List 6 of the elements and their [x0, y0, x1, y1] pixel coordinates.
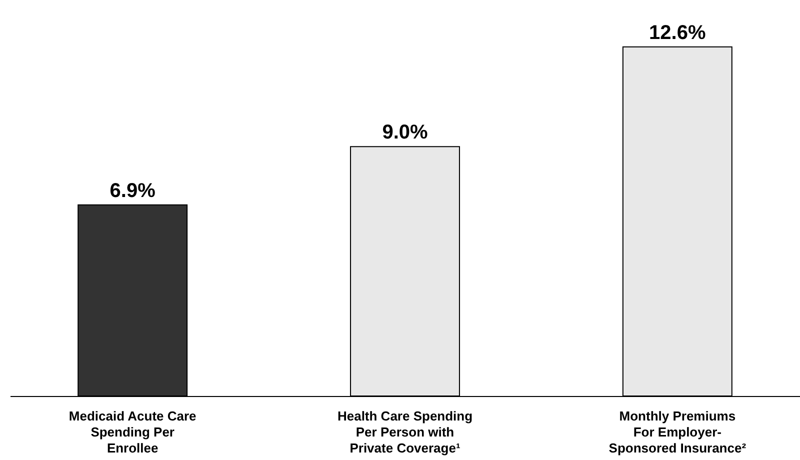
data-label: 12.6%: [649, 22, 706, 44]
data-label: 9.0%: [382, 122, 428, 144]
data-label: 6.9%: [110, 180, 156, 202]
x-tick-label: Medicaid Acute Care Spending Per Enrollee: [68, 408, 196, 456]
x-tick-label: Monthly Premiums For Employer- Sponsored Insurance²: [608, 408, 747, 456]
x-tick-label: Health Care Spending Per Person with Private Coverage¹: [337, 408, 473, 456]
